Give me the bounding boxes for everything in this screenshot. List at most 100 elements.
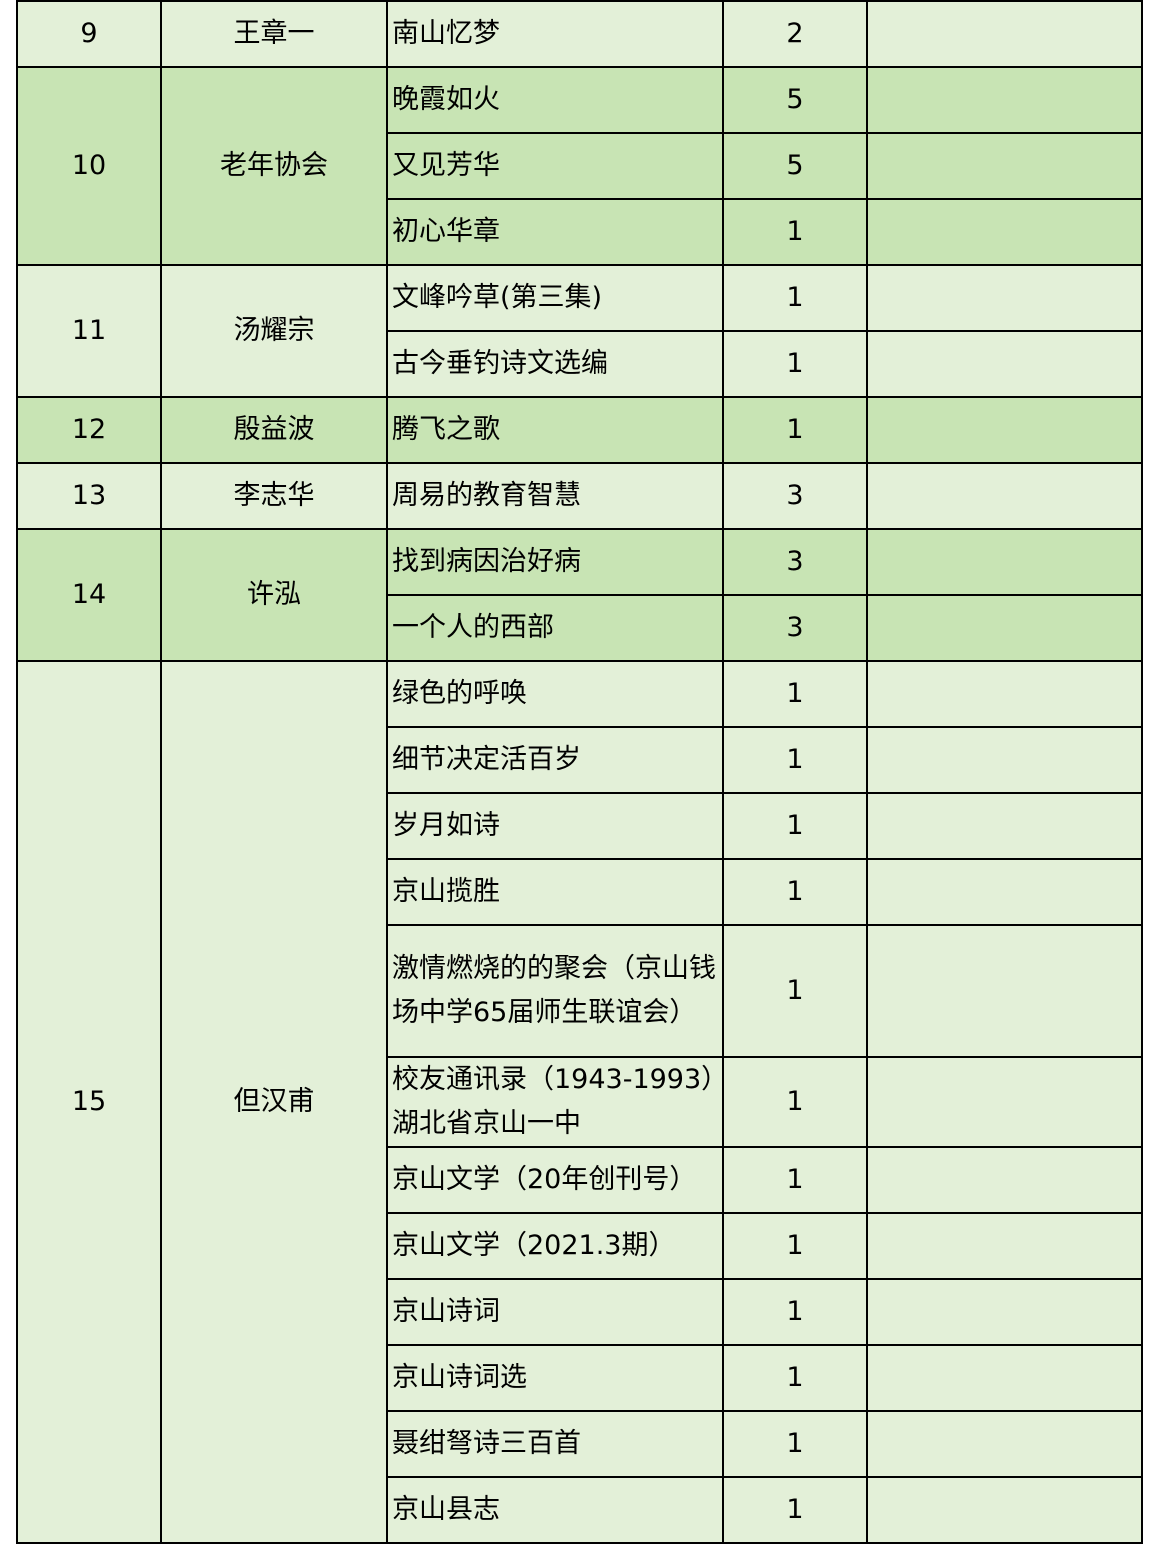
quantity-cell: 1 xyxy=(722,1146,868,1214)
quantity-cell: 1 xyxy=(722,396,868,464)
remarks-cell xyxy=(866,1212,1143,1280)
remarks-cell xyxy=(866,594,1143,662)
quantity-cell: 3 xyxy=(722,528,868,596)
table-row: 京山诗词选 1 xyxy=(17,1344,1143,1412)
quantity-cell: 3 xyxy=(722,594,868,662)
quantity-cell: 1 xyxy=(722,792,868,860)
remarks-cell xyxy=(866,1056,1143,1148)
book-title-cell: 岁月如诗 xyxy=(386,792,724,860)
table-row: 14 许泓 找到病因治好病 3 xyxy=(16,528,1143,662)
remarks-cell xyxy=(866,792,1143,860)
table-row: 校友通讯录（1943-1993）湖北省京山一中 1 xyxy=(17,1056,1143,1148)
row-number-cell: 13 xyxy=(16,462,162,530)
remarks-cell xyxy=(866,1278,1143,1346)
author-cell: 但汉甫 xyxy=(160,660,388,1544)
row-number-cell: 12 xyxy=(16,396,162,464)
remarks-cell xyxy=(866,660,1143,728)
table-row: 京山诗词 1 xyxy=(17,1278,1143,1346)
row-number-cell: 11 xyxy=(16,264,162,398)
book-title-cell: 京山诗词 xyxy=(386,1278,724,1346)
table-row: 京山文学（2021.3期） 1 xyxy=(17,1212,1143,1280)
quantity-cell: 1 xyxy=(722,1056,868,1148)
quantity-cell: 3 xyxy=(722,462,868,530)
table-row: 13 李志华 周易的教育智慧 3 xyxy=(16,462,1143,530)
quantity-cell: 1 xyxy=(722,264,868,332)
author-cell: 李志华 xyxy=(160,462,388,530)
table-row: 初心华章 1 xyxy=(17,198,1143,266)
book-title-cell: 校友通讯录（1943-1993）湖北省京山一中 xyxy=(386,1056,724,1148)
quantity-cell: 1 xyxy=(722,330,868,398)
quantity-cell: 1 xyxy=(722,1476,868,1544)
remarks-cell xyxy=(866,1344,1143,1412)
row-number-cell: 10 xyxy=(16,66,162,266)
quantity-cell: 1 xyxy=(722,1344,868,1412)
table-row: 细节决定活百岁 1 xyxy=(17,726,1143,794)
book-title-cell: 京山揽胜 xyxy=(386,858,724,926)
remarks-cell xyxy=(866,0,1143,68)
table-row: 古今垂钓诗文选编 1 xyxy=(17,330,1143,398)
remarks-cell xyxy=(866,396,1143,464)
remarks-cell xyxy=(866,726,1143,794)
book-title-cell: 细节决定活百岁 xyxy=(386,726,724,794)
donation-table: 9 王章一 南山忆梦 2 10 老年协会 晚霞如火 5 又见芳华 5 初心华章 1 11 汤耀宗 文峰吟草(… xyxy=(16,0,1143,1544)
quantity-cell: 1 xyxy=(722,1212,868,1280)
table-row: 15 但汉甫 绿色的呼唤 1 xyxy=(16,660,1143,1544)
remarks-cell xyxy=(866,528,1143,596)
remarks-cell xyxy=(866,198,1143,266)
quantity-cell: 5 xyxy=(722,66,868,134)
book-title-cell: 聂绀弩诗三百首 xyxy=(386,1410,724,1478)
book-title-cell: 又见芳华 xyxy=(386,132,724,200)
remarks-cell xyxy=(866,330,1143,398)
remarks-cell xyxy=(866,132,1143,200)
book-title-cell: 激情燃烧的的聚会（京山钱场中学65届师生联谊会） xyxy=(386,924,724,1058)
quantity-cell: 1 xyxy=(722,198,868,266)
table-row: 京山揽胜 1 xyxy=(17,858,1143,926)
table-row: 京山县志 1 xyxy=(17,1476,1143,1544)
remarks-cell xyxy=(866,1146,1143,1214)
remarks-cell xyxy=(866,66,1143,134)
book-title-cell: 一个人的西部 xyxy=(386,594,724,662)
author-cell: 殷益波 xyxy=(160,396,388,464)
table-row: 11 汤耀宗 文峰吟草(第三集) 1 xyxy=(16,264,1143,398)
book-title-cell: 绿色的呼唤 xyxy=(386,660,724,728)
book-title-cell: 初心华章 xyxy=(386,198,724,266)
row-number-cell: 14 xyxy=(16,528,162,662)
book-title-cell: 京山文学（20年创刊号） xyxy=(386,1146,724,1214)
book-title-cell: 找到病因治好病 xyxy=(386,528,724,596)
author-cell: 王章一 xyxy=(160,0,388,68)
table-row: 聂绀弩诗三百首 1 xyxy=(17,1410,1143,1478)
row-number-cell: 9 xyxy=(16,0,162,68)
author-cell: 许泓 xyxy=(160,528,388,662)
row-number-cell: 15 xyxy=(16,660,162,1544)
remarks-cell xyxy=(866,1410,1143,1478)
remarks-cell xyxy=(866,858,1143,926)
author-cell: 汤耀宗 xyxy=(160,264,388,398)
quantity-cell: 2 xyxy=(722,0,868,68)
remarks-cell xyxy=(866,462,1143,530)
remarks-cell xyxy=(866,1476,1143,1544)
table-row: 激情燃烧的的聚会（京山钱场中学65届师生联谊会） 1 xyxy=(17,924,1143,1058)
table-row: 12 殷益波 腾飞之歌 1 xyxy=(16,396,1143,464)
quantity-cell: 1 xyxy=(722,858,868,926)
quantity-cell: 5 xyxy=(722,132,868,200)
book-title-cell: 南山忆梦 xyxy=(386,0,724,68)
table-row: 京山文学（20年创刊号） 1 xyxy=(17,1146,1143,1214)
quantity-cell: 1 xyxy=(722,1278,868,1346)
book-title-cell: 周易的教育智慧 xyxy=(386,462,724,530)
table-body: 9 王章一 南山忆梦 2 10 老年协会 晚霞如火 5 又见芳华 5 初心华章 1 11 汤耀宗 文峰吟草(… xyxy=(16,0,1143,1544)
remarks-cell xyxy=(866,924,1143,1058)
book-title-cell: 京山县志 xyxy=(386,1476,724,1544)
quantity-cell: 1 xyxy=(722,726,868,794)
table-row: 一个人的西部 3 xyxy=(17,594,1143,662)
table-row: 岁月如诗 1 xyxy=(17,792,1143,860)
quantity-cell: 1 xyxy=(722,1410,868,1478)
table-row: 10 老年协会 晚霞如火 5 xyxy=(16,66,1143,266)
quantity-cell: 1 xyxy=(722,660,868,728)
book-title-cell: 文峰吟草(第三集) xyxy=(386,264,724,332)
book-title-cell: 京山文学（2021.3期） xyxy=(386,1212,724,1280)
book-title-cell: 腾飞之歌 xyxy=(386,396,724,464)
remarks-cell xyxy=(866,264,1143,332)
quantity-cell: 1 xyxy=(722,924,868,1058)
table-row: 又见芳华 5 xyxy=(17,132,1143,200)
book-title-cell: 晚霞如火 xyxy=(386,66,724,134)
